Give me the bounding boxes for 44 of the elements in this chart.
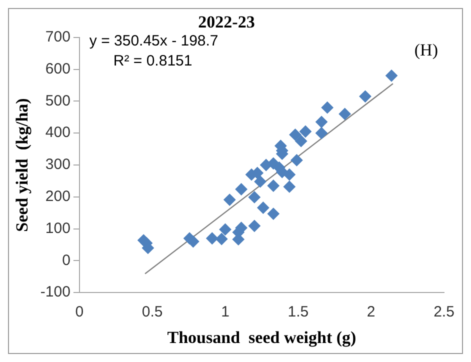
x-axis-title: Thousand seed weight (g) xyxy=(167,328,356,348)
point xyxy=(283,168,296,181)
x-tick-label: 1.5 xyxy=(288,304,309,321)
x-tick-label: 2 xyxy=(366,304,376,321)
point xyxy=(290,154,303,166)
annotation: R² = 0.8151 xyxy=(113,52,192,70)
point xyxy=(219,223,232,236)
point xyxy=(299,126,312,138)
y-axis-title: Seed yield (kg/ha) xyxy=(12,98,32,232)
point xyxy=(224,194,236,206)
point xyxy=(289,128,302,141)
point xyxy=(295,135,308,148)
y-tick-label: 600 xyxy=(45,60,70,78)
point xyxy=(216,233,228,246)
x-tick-label: 1 xyxy=(221,304,230,321)
point xyxy=(257,202,270,214)
y-tick-label: 700 xyxy=(45,28,70,46)
annotation: y = 350.45x - 198.7 xyxy=(89,32,218,50)
point xyxy=(359,90,372,102)
point xyxy=(254,176,266,188)
point xyxy=(316,116,328,128)
y-tick-label: 0 xyxy=(62,252,70,269)
point xyxy=(235,183,248,196)
point xyxy=(321,102,334,114)
x-tick-label: 2.5 xyxy=(434,304,454,321)
y-tick-label: 200 xyxy=(45,188,70,206)
point xyxy=(206,232,218,244)
y-tick-label: -100 xyxy=(40,284,70,301)
y-tick-label: 300 xyxy=(45,156,70,174)
point xyxy=(386,70,398,82)
annotation: (H) xyxy=(414,40,438,60)
point xyxy=(267,180,280,192)
point xyxy=(267,208,280,220)
point xyxy=(283,180,296,193)
y-tick-label: 500 xyxy=(45,92,70,110)
chart-title: 2022-23 xyxy=(198,12,255,32)
point xyxy=(248,220,260,232)
y-tick-label: 100 xyxy=(45,220,70,237)
y-tick-label: 400 xyxy=(45,124,70,142)
point xyxy=(338,108,351,120)
x-tick-label: 0 xyxy=(75,304,84,321)
x-tick-label: 0.5 xyxy=(142,304,163,321)
point xyxy=(316,127,328,140)
point xyxy=(248,191,260,204)
